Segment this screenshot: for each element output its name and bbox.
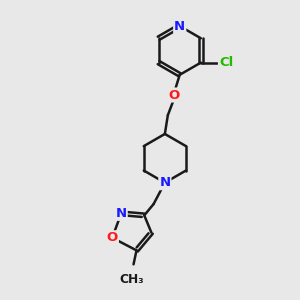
Text: O: O xyxy=(169,88,180,101)
Text: N: N xyxy=(159,176,170,189)
Text: Cl: Cl xyxy=(219,56,233,69)
Text: CH₃: CH₃ xyxy=(120,273,144,286)
Text: N: N xyxy=(116,207,127,220)
Text: N: N xyxy=(174,20,185,33)
Text: O: O xyxy=(107,231,118,244)
